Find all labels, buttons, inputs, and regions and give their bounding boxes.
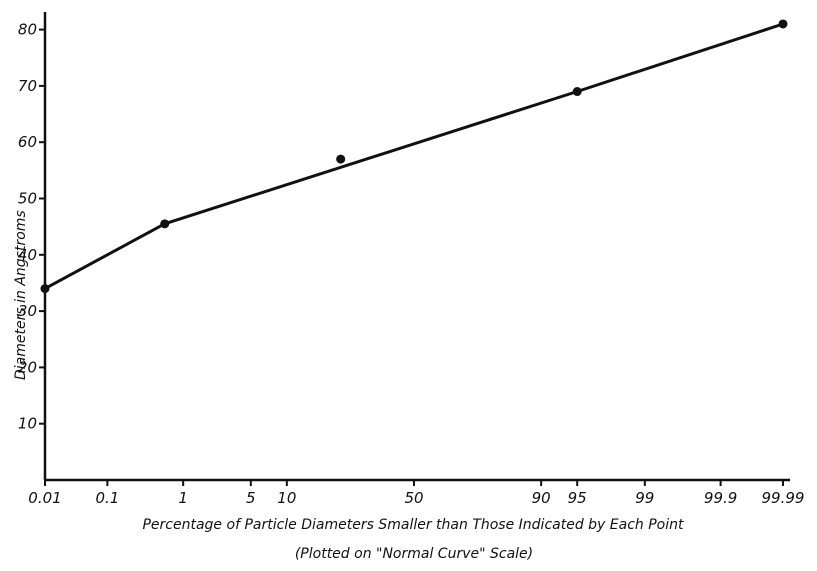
y-tick-label: 10 bbox=[18, 415, 37, 433]
data-point bbox=[572, 87, 582, 97]
x-tick-label: 10 bbox=[277, 489, 296, 507]
y-axis-title: Diameters in Angstroms bbox=[13, 210, 29, 380]
x-tick-label: 0.01 bbox=[28, 489, 61, 507]
y-axis-ticks: 10 20 30 40 50 60 70 80 bbox=[18, 21, 45, 433]
y-tick-label: 20 bbox=[18, 358, 37, 376]
data-points bbox=[40, 19, 788, 294]
x-axis-note: (Plotted on "Normal Curve" Scale) bbox=[295, 546, 533, 562]
data-point bbox=[40, 284, 50, 294]
x-tick-label: 50 bbox=[404, 489, 423, 507]
x-tick-label: 99 bbox=[635, 489, 654, 507]
data-point bbox=[160, 219, 170, 229]
x-tick-label: 90 bbox=[532, 489, 551, 507]
x-tick-label: 1 bbox=[178, 489, 188, 507]
y-tick-label: 30 bbox=[18, 302, 37, 320]
x-axis-title: Percentage of Particle Diameters Smaller… bbox=[142, 517, 684, 533]
x-tick-label: 0.1 bbox=[95, 489, 119, 507]
x-tick-label: 99.9 bbox=[704, 489, 737, 507]
x-tick-label: 95 bbox=[568, 489, 587, 507]
y-tick-label: 80 bbox=[18, 21, 37, 39]
y-tick-label: 70 bbox=[18, 77, 37, 95]
data-point bbox=[336, 154, 346, 164]
series-line bbox=[44, 22, 784, 290]
y-tick-label: 60 bbox=[18, 133, 37, 151]
x-axis-ticks: 0.01 0.1 1 5 10 50 90 95 99 99.9 99.99 bbox=[28, 480, 804, 507]
x-tick-label: 5 bbox=[246, 489, 256, 507]
y-tick-label: 50 bbox=[18, 190, 37, 208]
data-point bbox=[778, 19, 788, 29]
x-tick-label: 99.99 bbox=[762, 489, 805, 507]
y-tick-label: 40 bbox=[18, 246, 37, 264]
